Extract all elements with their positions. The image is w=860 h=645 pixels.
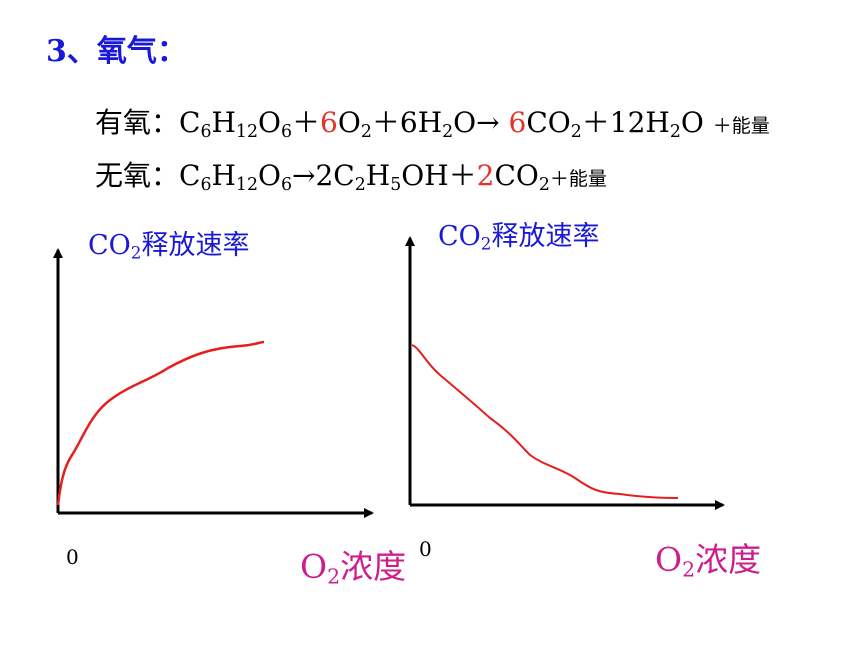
- aerobic-part-20: ＋能量: [712, 115, 770, 137]
- anaerobic-part-0: C: [179, 159, 201, 192]
- aerobic-part-12: O: [453, 106, 477, 139]
- anaerobic-equation: 无氧：C6H12O6→2C2H5OH＋2CO2＋能量: [95, 154, 607, 194]
- anaerobic-part-7: 2: [354, 174, 366, 195]
- left-xlabel-text: 浓度: [340, 547, 407, 586]
- left-curve: [56, 340, 265, 506]
- aerobic-label: 有氧：: [95, 106, 180, 139]
- anaerobic-label: 无氧：: [95, 159, 180, 192]
- section-heading: 3、氧气：: [46, 34, 187, 69]
- left-xlabel-sub: 2: [327, 564, 341, 589]
- right-ylabel-co: CO: [438, 221, 481, 252]
- right-xlabel-sub: 2: [682, 557, 696, 582]
- left-xlabel-o: O: [300, 547, 328, 586]
- aerobic-part-7: 6: [320, 106, 338, 139]
- right-graph-xlabel: O2浓度: [655, 533, 761, 581]
- aerobic-part-2: H: [211, 106, 236, 139]
- aerobic-part-19: O: [680, 106, 713, 139]
- aerobic-equation: 有氧：C6H12O6＋6O2＋6H2O→ 6CO2＋12H2O ＋能量: [95, 101, 770, 141]
- anaerobic-part-10: OH＋: [401, 159, 477, 192]
- anaerobic-part-13: 2: [538, 174, 550, 195]
- right-curve: [411, 344, 679, 499]
- left-graph-ylabel: CO2释放速率: [88, 223, 249, 262]
- left-ylabel-text: 释放速率: [141, 230, 250, 261]
- aerobic-part-15: CO: [526, 106, 571, 139]
- right-graph-origin: 0: [419, 537, 432, 561]
- aerobic-part-0: C: [179, 106, 201, 139]
- anaerobic-part-3: 12: [235, 174, 259, 195]
- anaerobic-formula: C6H12O6→2C2H5OH＋2CO2＋能量: [179, 159, 607, 195]
- left-graph-origin: 0: [66, 545, 79, 569]
- anaerobic-part-8: H: [365, 159, 391, 192]
- aerobic-part-14: 6: [508, 106, 527, 139]
- anaerobic-part-5: 6: [280, 174, 293, 195]
- anaerobic-part-2: H: [211, 159, 236, 192]
- anaerobic-part-4: O: [258, 159, 281, 192]
- left-ylabel-co: CO: [88, 230, 131, 261]
- aerobic-part-17: ＋12H: [581, 106, 670, 139]
- aerobic-part-6: ＋: [292, 106, 321, 139]
- right-xlabel-o: O: [655, 540, 683, 579]
- aerobic-part-11: 2: [442, 121, 454, 142]
- aerobic-part-18: 2: [669, 121, 681, 142]
- aerobic-part-10: ＋6H: [371, 106, 443, 139]
- anaerobic-part-9: 5: [390, 174, 402, 195]
- anaerobic-part-14: ＋能量: [549, 168, 607, 190]
- anaerobic-part-11: 2: [476, 159, 495, 192]
- aerobic-part-9: 2: [360, 121, 372, 142]
- aerobic-part-8: O: [337, 106, 361, 139]
- aerobic-part-3: 12: [235, 121, 259, 142]
- anaerobic-part-12: CO: [494, 159, 539, 192]
- right-graph-ylabel: CO2释放速率: [438, 214, 599, 253]
- right-ylabel-text: 释放速率: [491, 221, 600, 252]
- anaerobic-part-6: →2C: [292, 159, 355, 192]
- aerobic-part-13: →: [476, 106, 509, 139]
- left-graph-xlabel: O2浓度: [300, 540, 406, 588]
- right-ylabel-sub: 2: [480, 233, 492, 254]
- right-xlabel-text: 浓度: [695, 540, 762, 579]
- anaerobic-part-1: 6: [200, 174, 212, 195]
- left-ylabel-sub: 2: [130, 242, 142, 263]
- aerobic-part-1: 6: [200, 121, 212, 142]
- aerobic-part-4: O: [258, 106, 281, 139]
- aerobic-part-16: 2: [570, 121, 582, 142]
- aerobic-part-5: 6: [280, 121, 293, 142]
- aerobic-formula: C6H12O6＋6O2＋6H2O→ 6CO2＋12H2O ＋能量: [179, 106, 770, 142]
